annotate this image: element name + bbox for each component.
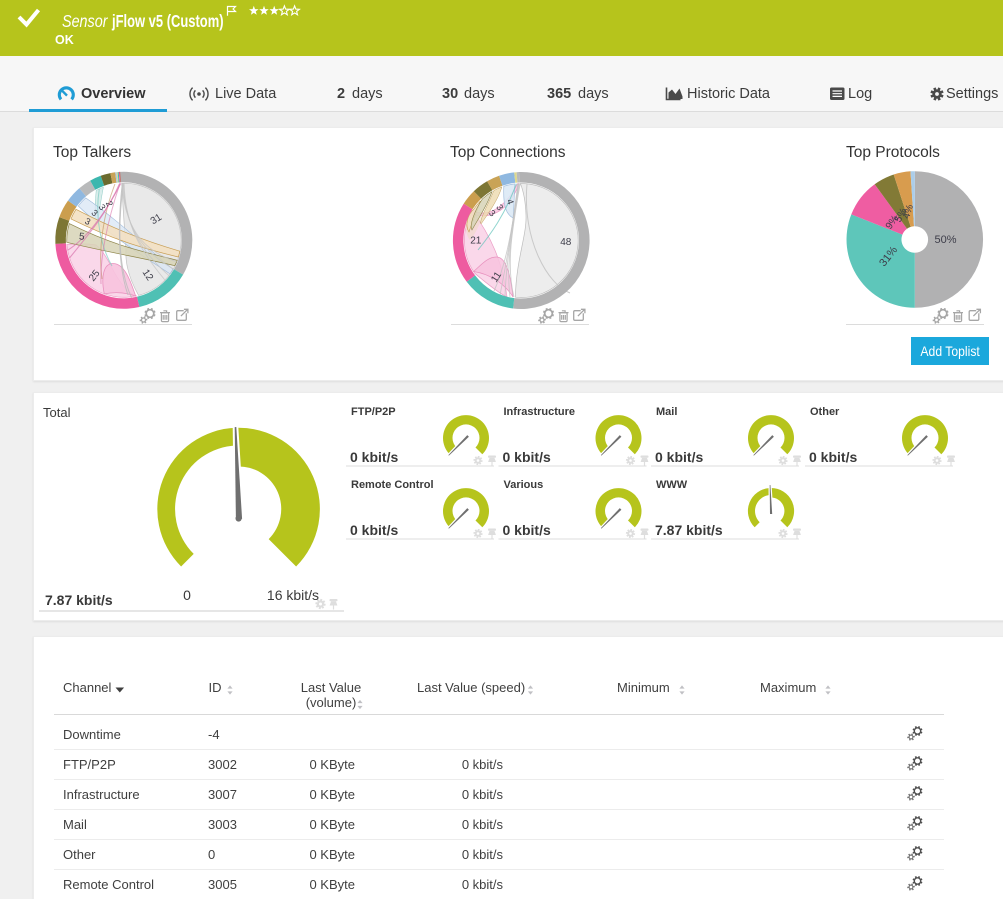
svg-text:5: 5 <box>78 231 85 242</box>
svg-text:50%: 50% <box>934 234 956 246</box>
svg-text:48: 48 <box>560 237 572 248</box>
svg-text:3: 3 <box>83 216 92 227</box>
svg-text:3: 3 <box>487 208 497 219</box>
svg-text:4: 4 <box>505 198 516 206</box>
svg-text:2: 2 <box>104 199 115 208</box>
svg-text:21: 21 <box>470 236 482 247</box>
svg-text:3: 3 <box>97 202 108 212</box>
svg-text:4%: 4% <box>901 203 916 220</box>
svg-text:3: 3 <box>89 208 99 219</box>
svg-text:3: 3 <box>494 202 505 212</box>
